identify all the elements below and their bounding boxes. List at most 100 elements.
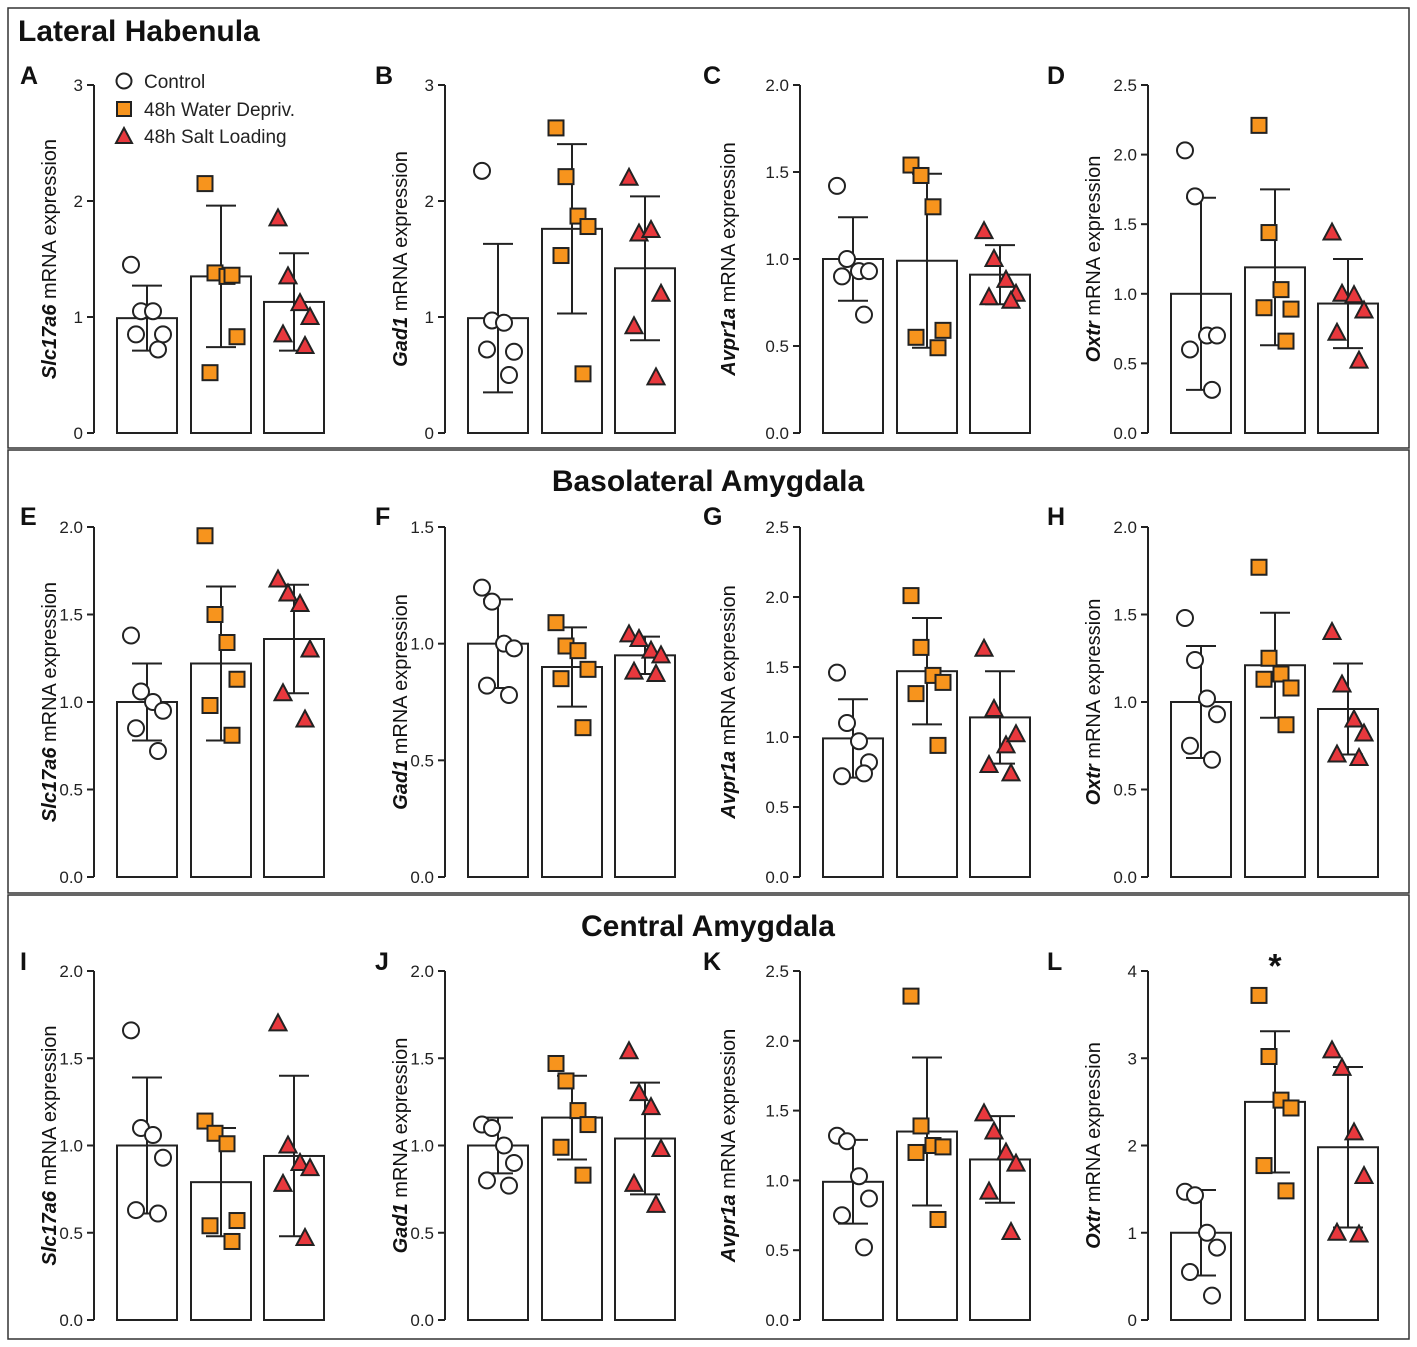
control-point bbox=[855, 764, 873, 783]
salt-loading-point bbox=[618, 166, 640, 186]
water-deprivation-point bbox=[1255, 1157, 1273, 1175]
salt-loading-point bbox=[618, 1040, 640, 1060]
water-deprivation-point bbox=[1282, 1099, 1300, 1117]
salt-loading-point bbox=[1331, 1056, 1353, 1076]
water-deprivation-point bbox=[1250, 116, 1268, 134]
water-deprivation-point bbox=[228, 670, 246, 688]
control-point bbox=[127, 325, 145, 344]
salt-loading-point bbox=[1348, 1223, 1370, 1243]
panel-b: B 0 1 2 3 Gad1 mRNA expression bbox=[375, 62, 676, 443]
salt-loading-point bbox=[1326, 1221, 1348, 1241]
region-frame bbox=[7, 7, 1410, 449]
y-axis-label-suffix: mRNA expression bbox=[1083, 1042, 1105, 1208]
y-tick-label: 0.5 bbox=[765, 798, 789, 817]
salt-loading-point bbox=[640, 1095, 662, 1116]
y-axis-label-suffix: mRNA expression bbox=[390, 594, 412, 760]
water-deprivation-point bbox=[569, 642, 587, 660]
legend: Control 48h Water Depriv. 48h Salt Loading bbox=[114, 72, 295, 148]
control-point bbox=[127, 1201, 145, 1220]
gene-name: Slc17a6 bbox=[39, 1190, 61, 1265]
panel-letter: L bbox=[1047, 948, 1062, 976]
salt-loading-point bbox=[294, 334, 316, 354]
control-point bbox=[838, 714, 856, 732]
control-point bbox=[505, 342, 523, 361]
water-deprivation-point bbox=[912, 1117, 930, 1135]
salt-loading-point bbox=[618, 623, 640, 643]
salt-loading-point bbox=[1348, 349, 1370, 369]
panel-letter: I bbox=[20, 948, 27, 976]
control-point bbox=[1208, 705, 1226, 724]
y-tick-label: 3 bbox=[74, 76, 83, 95]
panel-d: D 0.0 0.5 1.0 1.5 2.0 2.5 Oxtr mRNA expression bbox=[1047, 62, 1379, 443]
control-point bbox=[132, 682, 150, 701]
y-axis-label-suffix: mRNA expression bbox=[718, 1029, 740, 1195]
panel-k: K 0.0 0.5 1.0 1.5 2.0 2.5 Avpr1a mRNA expressio… bbox=[703, 948, 1031, 1330]
region-frame bbox=[7, 449, 1410, 894]
y-tick-label: 0 bbox=[1128, 1311, 1137, 1330]
y-tick-label: 3 bbox=[425, 76, 434, 95]
panel-letter: E bbox=[20, 503, 37, 531]
salt-loading-point bbox=[628, 1082, 650, 1102]
y-tick-label: 2.0 bbox=[765, 588, 789, 607]
water-deprivation-point bbox=[907, 1143, 925, 1161]
y-tick-label: 1 bbox=[1128, 1224, 1137, 1243]
y-tick-label: 1.0 bbox=[59, 1137, 83, 1156]
control-point bbox=[855, 1238, 873, 1257]
control-point bbox=[1181, 1263, 1199, 1282]
y-axis-label: Gad1 mRNA expression bbox=[390, 151, 412, 367]
salt-loading-point bbox=[277, 1134, 299, 1154]
water-deprivation-point bbox=[1277, 1182, 1295, 1200]
panel-letter: G bbox=[703, 503, 722, 531]
y-axis-label-suffix: mRNA expression bbox=[390, 151, 412, 317]
y-tick-label: 1.5 bbox=[1113, 606, 1137, 625]
control-point bbox=[838, 250, 856, 268]
control-point bbox=[483, 1119, 501, 1138]
y-axis-label-suffix: mRNA expression bbox=[390, 1038, 412, 1204]
control-point bbox=[833, 267, 851, 286]
water-deprivation-point bbox=[552, 1138, 570, 1156]
water-deprivation-point bbox=[201, 364, 219, 382]
water-deprivation-point bbox=[929, 339, 947, 357]
y-tick-label: 0.5 bbox=[410, 751, 434, 770]
salt-loading-point bbox=[650, 282, 672, 302]
panel-e: E 0.0 0.5 1.0 1.5 2.0 Slc17a6 mRNA expression bbox=[20, 503, 325, 887]
y-axis-label: Oxtr mRNA expression bbox=[1083, 1042, 1105, 1249]
control-point bbox=[154, 1148, 172, 1167]
y-tick-label: 1 bbox=[425, 308, 434, 327]
salt-loading-point bbox=[1321, 1039, 1343, 1059]
control-point bbox=[478, 340, 496, 359]
gene-name: Avpr1a bbox=[718, 1194, 740, 1263]
panel-a: A 0 1 2 3 Slc17a6 mRNA expression bbox=[20, 62, 325, 443]
salt-loading-point bbox=[640, 639, 662, 659]
panel-letter: C bbox=[703, 62, 721, 90]
water-deprivation-point bbox=[907, 685, 925, 703]
water-deprivation-point bbox=[1277, 332, 1295, 350]
y-tick-label: 1.0 bbox=[1113, 693, 1137, 712]
y-tick-label: 0.5 bbox=[59, 781, 83, 800]
y-axis-label-suffix: mRNA expression bbox=[718, 585, 740, 751]
y-tick-label: 2.0 bbox=[410, 962, 434, 981]
water-deprivation-point bbox=[196, 527, 214, 545]
y-tick-label: 1.5 bbox=[1113, 215, 1137, 234]
significance-marker: * bbox=[1268, 947, 1282, 985]
salt-loading-point bbox=[267, 568, 289, 588]
salt-loading-point bbox=[995, 268, 1017, 288]
water-deprivation-point bbox=[1272, 281, 1290, 299]
salt-loading-point bbox=[299, 638, 321, 658]
control-point bbox=[483, 592, 501, 611]
y-axis-label: Gad1 mRNA expression bbox=[390, 594, 412, 810]
y-tick-label: 2.0 bbox=[1113, 146, 1137, 165]
water-deprivation-point bbox=[929, 1210, 947, 1228]
salt-loading-point bbox=[1331, 282, 1353, 302]
salt-loading-point bbox=[1348, 746, 1370, 766]
water-deprivation-point bbox=[228, 328, 246, 346]
control-point bbox=[149, 340, 167, 359]
y-axis-label-suffix: mRNA expression bbox=[39, 139, 61, 305]
control-point bbox=[149, 1204, 167, 1223]
control-point bbox=[1181, 736, 1199, 755]
y-tick-label: 0.5 bbox=[59, 1224, 83, 1243]
y-axis-label-suffix: mRNA expression bbox=[718, 142, 740, 308]
control-point bbox=[1176, 141, 1194, 160]
